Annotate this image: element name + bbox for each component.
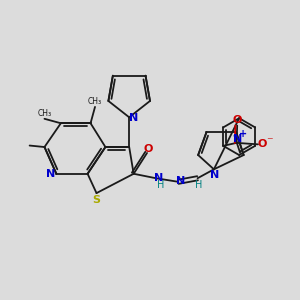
- Text: +: +: [239, 129, 247, 139]
- Text: O: O: [144, 143, 153, 154]
- Text: CH₃: CH₃: [88, 97, 102, 106]
- Text: N: N: [129, 113, 139, 123]
- Text: N: N: [210, 170, 219, 180]
- Text: H: H: [157, 180, 164, 190]
- Text: ⁻: ⁻: [267, 136, 273, 148]
- Text: N: N: [154, 172, 163, 183]
- Text: N: N: [46, 169, 56, 179]
- Text: H: H: [195, 180, 203, 190]
- Text: N: N: [176, 176, 185, 186]
- Text: O: O: [232, 115, 242, 125]
- Text: S: S: [92, 195, 100, 205]
- Text: CH₃: CH₃: [38, 109, 52, 118]
- Text: N: N: [232, 134, 242, 144]
- Text: O: O: [258, 139, 267, 149]
